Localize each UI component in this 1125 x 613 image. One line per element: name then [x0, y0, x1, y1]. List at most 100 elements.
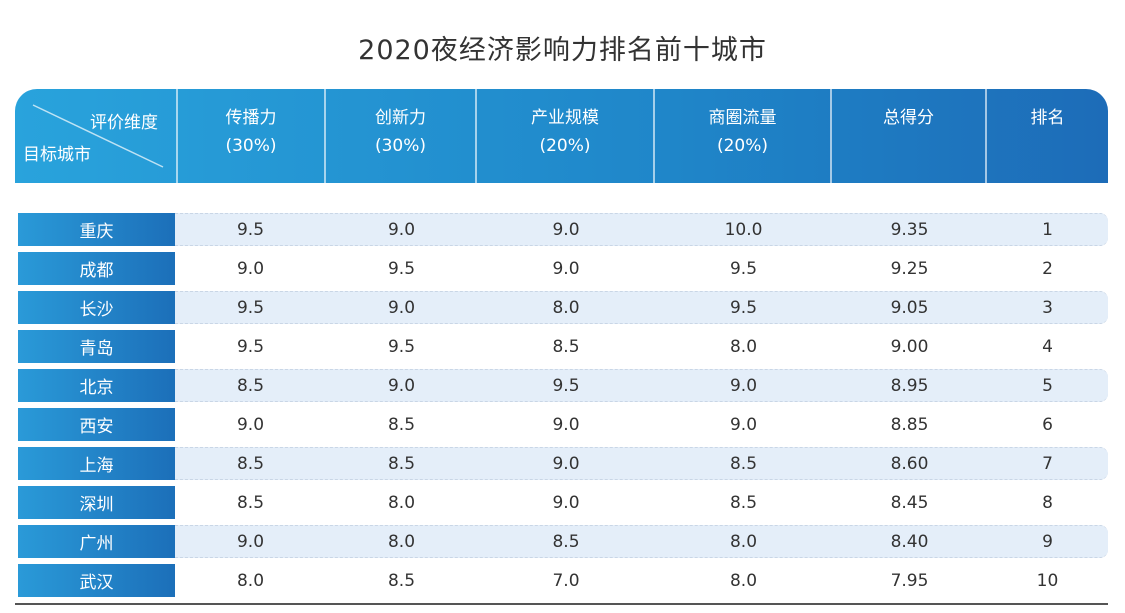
value-cell: 8.0	[552, 297, 580, 318]
table-row: 上海 8.5 8.5 9.0 8.5 8.60 7	[18, 447, 1108, 480]
column-name: 商圈流量	[708, 108, 777, 128]
row-values: 9.5 9.0 9.0 10.0 9.35 1	[175, 213, 1108, 246]
row-values: 9.5 9.5 8.5 8.0 9.00 4	[175, 330, 1108, 363]
value-cell: 9.05	[890, 297, 929, 318]
value-cell: 8.5	[729, 492, 758, 513]
table-row: 武汉 8.0 8.5 7.0 8.0 7.95 10	[18, 564, 1108, 597]
row-values: 8.5 8.5 9.0 8.5 8.60 7	[175, 447, 1108, 480]
table-row: 长沙 9.5 9.0 8.0 9.5 9.05 3	[18, 291, 1108, 324]
value-cell: 8.60	[890, 453, 929, 474]
table-body: 重庆 9.5 9.0 9.0 10.0 9.35 1 成都 9.0 9.5 9.0 9.5 9.25 2 长…	[18, 213, 1108, 603]
value-cell: 8.0	[729, 570, 758, 591]
value-cell: 4	[1042, 336, 1053, 357]
value-cell: 8.5	[236, 375, 265, 396]
city-cell: 广州	[18, 525, 175, 558]
value-cell: 9.0	[729, 414, 758, 435]
value-cell: 9.0	[552, 414, 580, 435]
column-name: 创新力	[375, 108, 426, 128]
table-row: 成都 9.0 9.5 9.0 9.5 9.25 2	[18, 252, 1108, 285]
table-row: 北京 8.5 9.0 9.5 9.0 8.95 5	[18, 369, 1108, 402]
value-cell: 8.95	[890, 375, 929, 396]
column-weight	[987, 132, 1108, 160]
value-cell: 1	[1042, 219, 1053, 240]
value-cell: 8.5	[236, 453, 265, 474]
row-values: 9.0 8.0 8.5 8.0 8.40 9	[175, 525, 1108, 558]
value-cell: 3	[1042, 297, 1053, 318]
value-cell: 9.5	[236, 336, 265, 357]
city-cell: 武汉	[18, 564, 175, 597]
value-cell: 8.0	[387, 531, 416, 552]
value-cell: 9.0	[387, 219, 416, 240]
value-cell: 9	[1042, 531, 1053, 552]
column-header: 总得分	[832, 89, 987, 183]
row-values: 8.0 8.5 7.0 8.0 7.95 10	[175, 564, 1108, 597]
column-header: 产业规模 (20%)	[477, 89, 655, 183]
column-name: 总得分	[883, 108, 934, 128]
value-cell: 8.0	[729, 336, 758, 357]
value-cell: 8.45	[890, 492, 929, 513]
column-header: 创新力 (30%)	[326, 89, 477, 183]
value-cell: 9.0	[236, 258, 265, 279]
row-values: 9.0 9.5 9.0 9.5 9.25 2	[175, 252, 1108, 285]
value-cell: 8.5	[387, 570, 416, 591]
value-cell: 9.5	[729, 258, 758, 279]
table-row: 重庆 9.5 9.0 9.0 10.0 9.35 1	[18, 213, 1108, 246]
value-cell: 10	[1036, 570, 1059, 591]
table-row: 深圳 8.5 8.0 9.0 8.5 8.45 8	[18, 486, 1108, 519]
value-cell: 9.0	[236, 531, 265, 552]
value-cell: 7.95	[890, 570, 929, 591]
value-cell: 9.0	[236, 414, 265, 435]
city-cell: 青岛	[18, 330, 175, 363]
row-values: 9.0 8.5 9.0 9.0 8.85 6	[175, 408, 1108, 441]
value-cell: 9.0	[387, 375, 416, 396]
value-cell: 8.0	[729, 531, 758, 552]
value-cell: 8.40	[890, 531, 929, 552]
value-cell: 5	[1042, 375, 1053, 396]
value-cell: 9.0	[387, 297, 416, 318]
column-weight: (20%)	[539, 136, 591, 156]
column-weight: (20%)	[716, 136, 769, 156]
value-cell: 9.5	[236, 297, 265, 318]
value-cell: 8	[1042, 492, 1053, 513]
column-weight: (30%)	[225, 136, 277, 156]
corner-top-label: 评价维度	[90, 113, 158, 133]
value-cell: 9.5	[552, 375, 580, 396]
column-header: 传播力 (30%)	[178, 89, 326, 183]
bottom-rule	[15, 603, 1108, 605]
value-cell: 9.25	[890, 258, 929, 279]
value-cell: 6	[1042, 414, 1053, 435]
column-name: 排名	[1030, 108, 1065, 128]
column-name: 产业规模	[531, 108, 599, 128]
city-cell: 上海	[18, 447, 175, 480]
value-cell: 7	[1042, 453, 1053, 474]
table-row: 西安 9.0 8.5 9.0 9.0 8.85 6	[18, 408, 1108, 441]
value-cell: 9.0	[729, 375, 758, 396]
table-row: 广州 9.0 8.0 8.5 8.0 8.40 9	[18, 525, 1108, 558]
corner-header-cell: 评价维度 目标城市	[15, 89, 178, 183]
diagonal-line	[32, 104, 164, 168]
value-cell: 2	[1042, 258, 1053, 279]
row-values: 9.5 9.0 8.0 9.5 9.05 3	[175, 291, 1108, 324]
value-cell: 8.0	[236, 570, 265, 591]
value-cell: 9.0	[552, 219, 580, 240]
city-cell: 重庆	[18, 213, 175, 246]
table-header: 评价维度 目标城市 传播力 (30%) 创新力 (30%) 产业规模 (20%) 商圈流量 (…	[15, 89, 1108, 183]
value-cell: 8.5	[387, 453, 416, 474]
city-cell: 长沙	[18, 291, 175, 324]
column-name: 传播力	[225, 108, 277, 128]
value-cell: 9.0	[552, 492, 580, 513]
value-cell: 9.5	[236, 219, 265, 240]
column-header: 商圈流量 (20%)	[655, 89, 832, 183]
column-header: 排名	[987, 89, 1108, 183]
value-cell: 10.0	[724, 219, 763, 240]
value-cell: 8.85	[890, 414, 929, 435]
row-values: 8.5 8.0 9.0 8.5 8.45 8	[175, 486, 1108, 519]
city-cell: 成都	[18, 252, 175, 285]
value-cell: 9.35	[890, 219, 929, 240]
city-cell: 西安	[18, 408, 175, 441]
column-weight	[832, 132, 985, 160]
value-cell: 8.5	[387, 414, 416, 435]
value-cell: 8.0	[387, 492, 416, 513]
value-cell: 8.5	[552, 336, 580, 357]
column-weight: (30%)	[374, 136, 427, 156]
